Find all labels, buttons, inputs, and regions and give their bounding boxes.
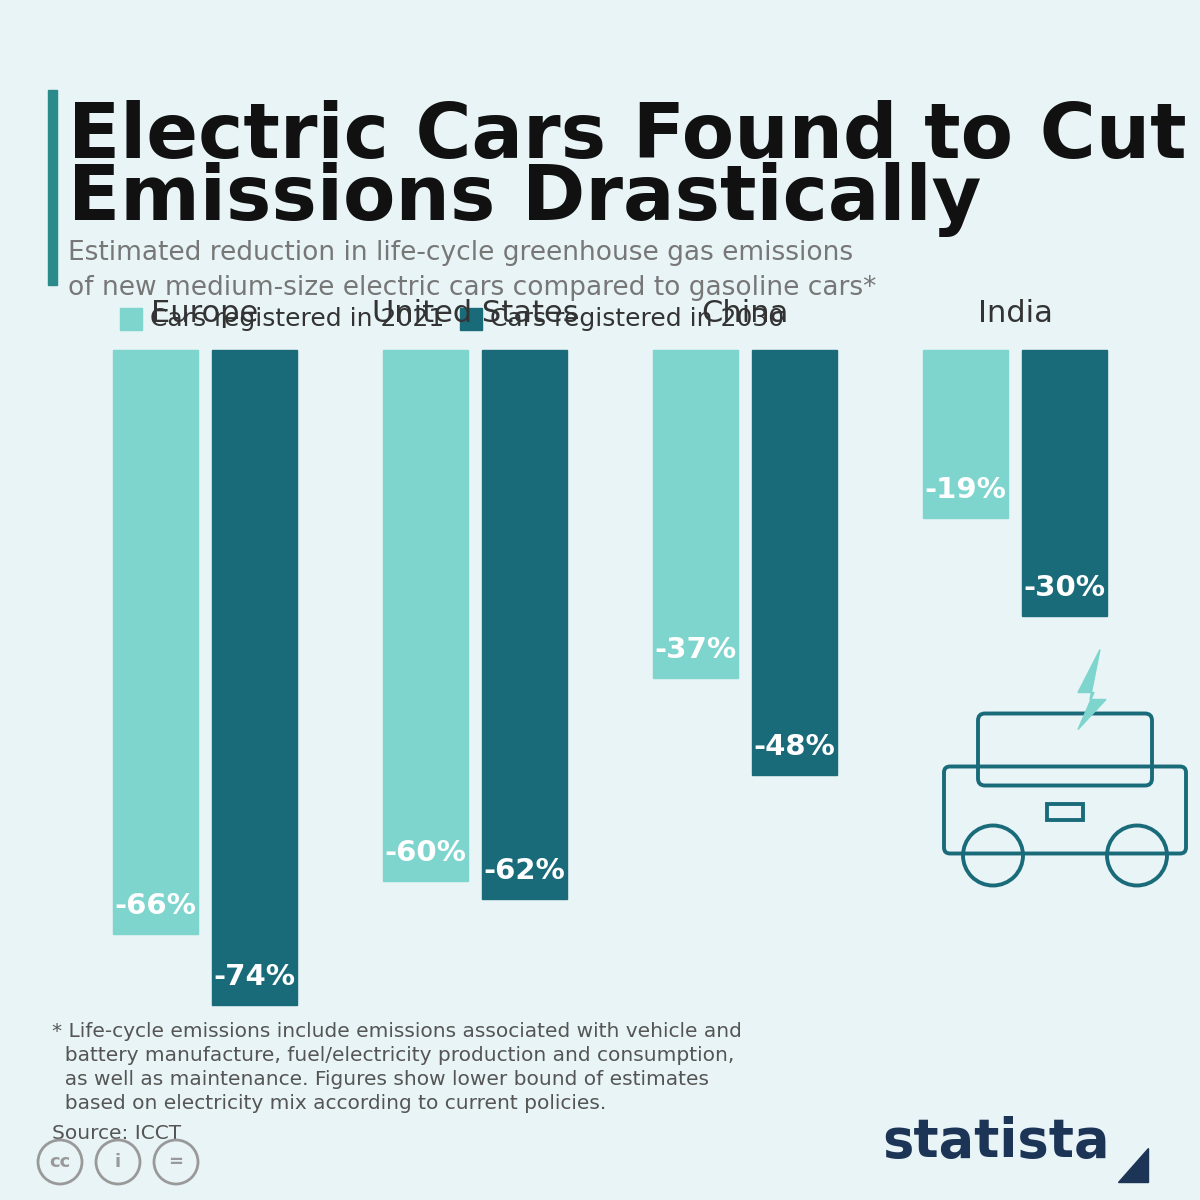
Polygon shape [1118,1148,1148,1182]
Bar [1046,804,1084,820]
Bar [923,350,1008,518]
Text: Cars registered in 2030: Cars registered in 2030 [490,307,784,331]
Text: -30%: -30% [1024,574,1105,601]
Bar [48,90,58,284]
Text: China: China [701,299,788,328]
Bar [113,350,198,934]
Bar [383,350,468,881]
Text: Cars registered in 2021: Cars registered in 2021 [150,307,444,331]
Bar [482,350,568,899]
Text: -48%: -48% [754,733,835,761]
Bar [653,350,738,678]
Text: -66%: -66% [114,892,197,920]
Text: battery manufacture, fuel/electricity production and consumption,: battery manufacture, fuel/electricity pr… [52,1046,734,1066]
Bar [1022,350,1108,616]
Bar [752,350,838,775]
Bar [212,350,298,1006]
Text: -37%: -37% [654,636,737,664]
Text: Electric Cars Found to Cut: Electric Cars Found to Cut [68,100,1187,174]
Text: United States: United States [372,299,578,328]
Text: i: i [115,1153,121,1171]
Text: as well as maintenance. Figures show lower bound of estimates: as well as maintenance. Figures show low… [52,1070,709,1090]
Text: -74%: -74% [214,962,295,991]
Text: based on electricity mix according to current policies.: based on electricity mix according to cu… [52,1094,606,1114]
Text: Estimated reduction in life-cycle greenhouse gas emissions
of new medium-size el: Estimated reduction in life-cycle greenh… [68,240,876,301]
Bar [120,308,142,330]
Text: * Life-cycle emissions include emissions associated with vehicle and: * Life-cycle emissions include emissions… [52,1022,742,1040]
Text: India: India [978,299,1052,328]
Polygon shape [1078,649,1106,730]
Text: statista: statista [882,1116,1110,1168]
Text: -60%: -60% [384,839,467,868]
Text: Europe: Europe [151,299,259,328]
Text: -19%: -19% [924,476,1007,504]
Bar [460,308,482,330]
Text: Source: ICCT: Source: ICCT [52,1124,181,1142]
Text: Emissions Drastically: Emissions Drastically [68,162,982,236]
Text: =: = [168,1153,184,1171]
Text: -62%: -62% [484,857,565,884]
Text: cc: cc [49,1153,71,1171]
